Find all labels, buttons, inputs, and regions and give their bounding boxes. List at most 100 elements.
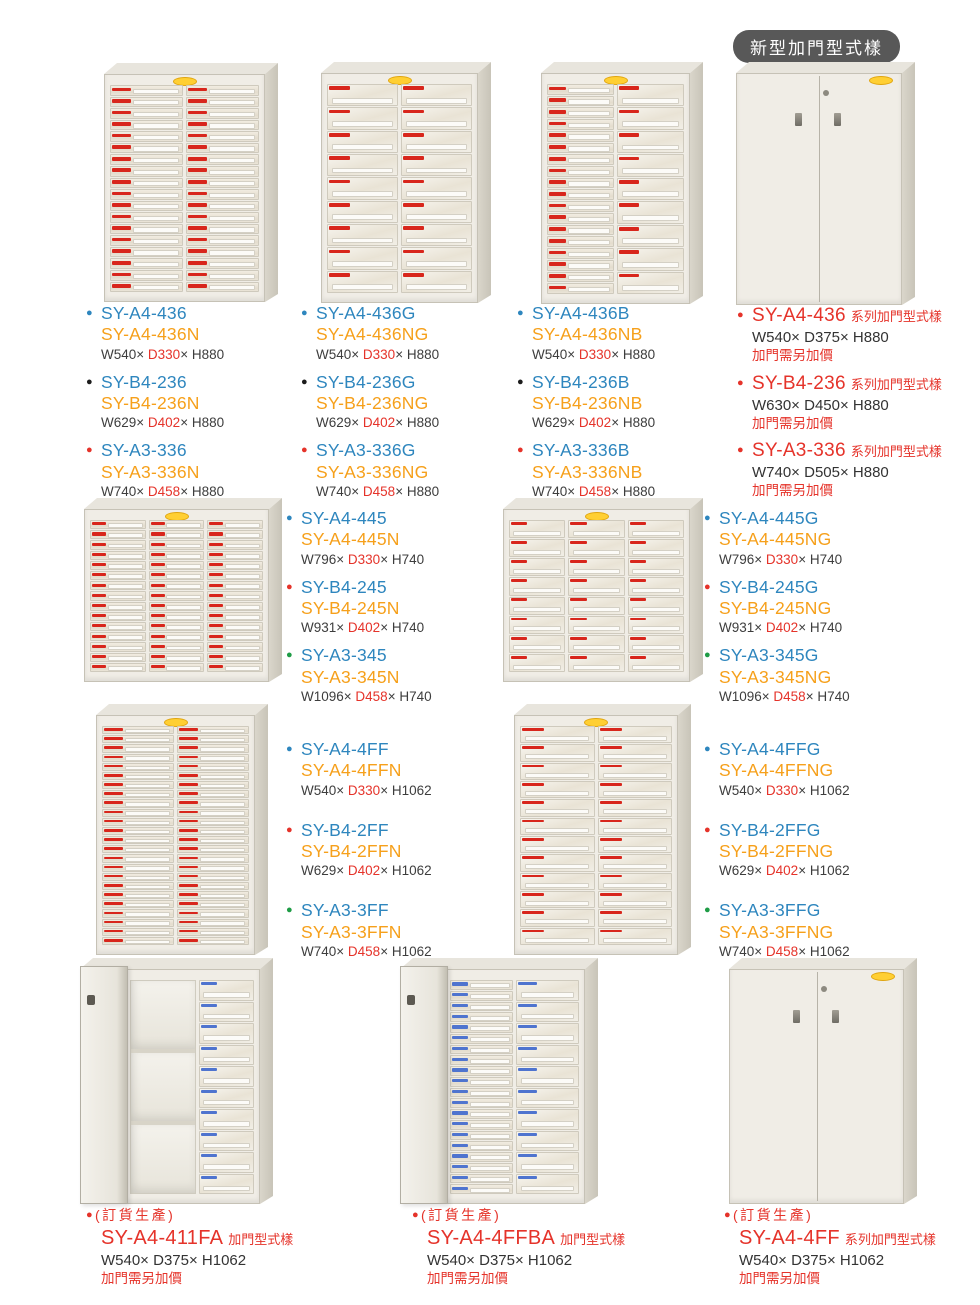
drawer-label-chip <box>179 773 198 777</box>
drawer-label-chip <box>92 644 107 648</box>
drawer <box>177 927 249 936</box>
drawer <box>102 845 174 854</box>
drawer <box>450 1044 513 1055</box>
drawer <box>450 1130 513 1141</box>
drawer <box>177 753 249 762</box>
drawer-label-chip <box>150 624 165 628</box>
drawer <box>90 601 146 611</box>
drawer-label-chip <box>511 598 528 602</box>
cabinet-top-face <box>541 62 703 73</box>
drawer-handle <box>124 728 171 734</box>
dim-depth: D330 <box>147 346 181 362</box>
dim-height: × H1062 <box>798 863 850 879</box>
product-bullet: ● <box>86 444 93 457</box>
drawer <box>102 927 174 936</box>
product-item: ● SY-A3-336 SY-A3-336N W740× D458× H880 <box>86 440 301 500</box>
dim-depth: D458 <box>765 943 799 959</box>
drawer-label-chip <box>452 1132 469 1137</box>
drawer <box>177 808 249 817</box>
drawer <box>597 927 672 945</box>
drawer <box>186 119 259 131</box>
drawer-label-chip <box>179 920 198 924</box>
drawer-handle <box>107 533 143 539</box>
product-heading: ● SY-A4-4FF 系列加門型式樣 <box>724 1209 974 1250</box>
drawer <box>177 854 249 863</box>
drawer-handle <box>621 168 680 174</box>
drawer-handle <box>202 1121 250 1127</box>
cabinet-photo-sy-a4-445 <box>84 498 282 682</box>
drawer <box>520 927 595 945</box>
caption-group-411fa: (訂貨生產) ● SY-A4-411FA 加門型式樣 W540× D375× H1062… <box>86 1205 336 1297</box>
drawer-label-chip <box>209 603 224 607</box>
drawer-area <box>547 84 684 294</box>
drawer-label-chip <box>200 982 217 986</box>
drawer-label-chip <box>112 237 131 242</box>
drawer-label-chip <box>403 272 425 277</box>
drawer-handle <box>602 937 667 943</box>
drawer <box>509 653 566 672</box>
drawer <box>450 1023 513 1033</box>
drawer <box>148 581 205 591</box>
drawer-label-chip <box>209 644 224 648</box>
drawer-label-chip <box>179 764 198 768</box>
drawer-label-chip <box>209 654 224 658</box>
drawer-column <box>186 85 259 293</box>
drawer-label-chip <box>629 579 647 583</box>
drawer <box>547 142 614 154</box>
drawer <box>327 84 398 107</box>
cabinet-photo-sy-a4-436b <box>541 62 703 304</box>
drawer-handle <box>520 1185 575 1192</box>
series-tag: 加門型式樣 <box>228 1232 294 1247</box>
drawer-label-chip <box>112 87 131 92</box>
drawer-label-chip <box>549 168 567 173</box>
drawer-label-chip <box>104 792 123 795</box>
drawer-handle <box>224 543 260 549</box>
dim-height: × H1062 <box>380 782 432 798</box>
drawer-label-chip <box>549 227 567 231</box>
drawer-handle <box>525 937 590 943</box>
drawer-label-chip <box>188 110 207 115</box>
drawer <box>207 520 264 530</box>
product-bullet: ● <box>301 444 308 457</box>
drawer-area <box>327 84 472 293</box>
drawer-handle <box>133 285 180 291</box>
product-bullet: ● <box>286 743 293 755</box>
dim-width: W540× <box>101 346 148 362</box>
drawer-handle <box>133 181 180 187</box>
drawer-handle <box>469 1080 510 1085</box>
drawer-label-chip <box>104 838 123 841</box>
drawer <box>547 189 614 201</box>
dim-depth: D330 <box>578 346 612 362</box>
product-dimensions: W1096× D458× H740 <box>301 689 501 705</box>
drawer <box>509 596 566 615</box>
drawer-column <box>198 980 254 1194</box>
drawer-handle <box>209 238 256 245</box>
drawer-label-chip <box>150 542 165 546</box>
drawer-label-chip <box>599 856 622 859</box>
product-dimensions: W796× D330× H740 <box>719 552 919 568</box>
cabinet-side-face <box>690 62 703 304</box>
drawer-handle <box>621 144 680 151</box>
drawer-handle <box>224 584 260 590</box>
dim-depth: D402 <box>578 415 612 431</box>
drawer-handle <box>513 664 562 670</box>
drawer-label-chip <box>92 603 107 607</box>
drawer-handle <box>202 1142 250 1149</box>
product-dimensions: W540× D375× H1062 <box>101 1252 247 1269</box>
product-code-variant: SY-A4-445NG <box>719 529 832 550</box>
drawer <box>450 1098 513 1108</box>
drawer-label-chip <box>179 746 198 750</box>
drawer-label-chip <box>104 728 123 731</box>
drawer <box>177 781 249 790</box>
drawer-handle <box>124 857 171 862</box>
product-item: ● SY-B4-2FFG SY-B4-2FFNG W629× D402× H1062 <box>704 820 919 880</box>
product-dimensions: W540× D330× H880 <box>532 347 732 363</box>
drawer <box>516 1044 579 1065</box>
drawer-handle <box>166 584 202 590</box>
drawer <box>198 1023 254 1044</box>
drawer-label-chip <box>599 746 622 749</box>
brand-logo <box>603 76 628 85</box>
drawer-label-chip <box>619 273 639 278</box>
drawer-label-chip <box>150 665 165 669</box>
product-item: ● SY-A4-4FFG SY-A4-4FFNG W540× D330× H1062 <box>704 739 919 799</box>
